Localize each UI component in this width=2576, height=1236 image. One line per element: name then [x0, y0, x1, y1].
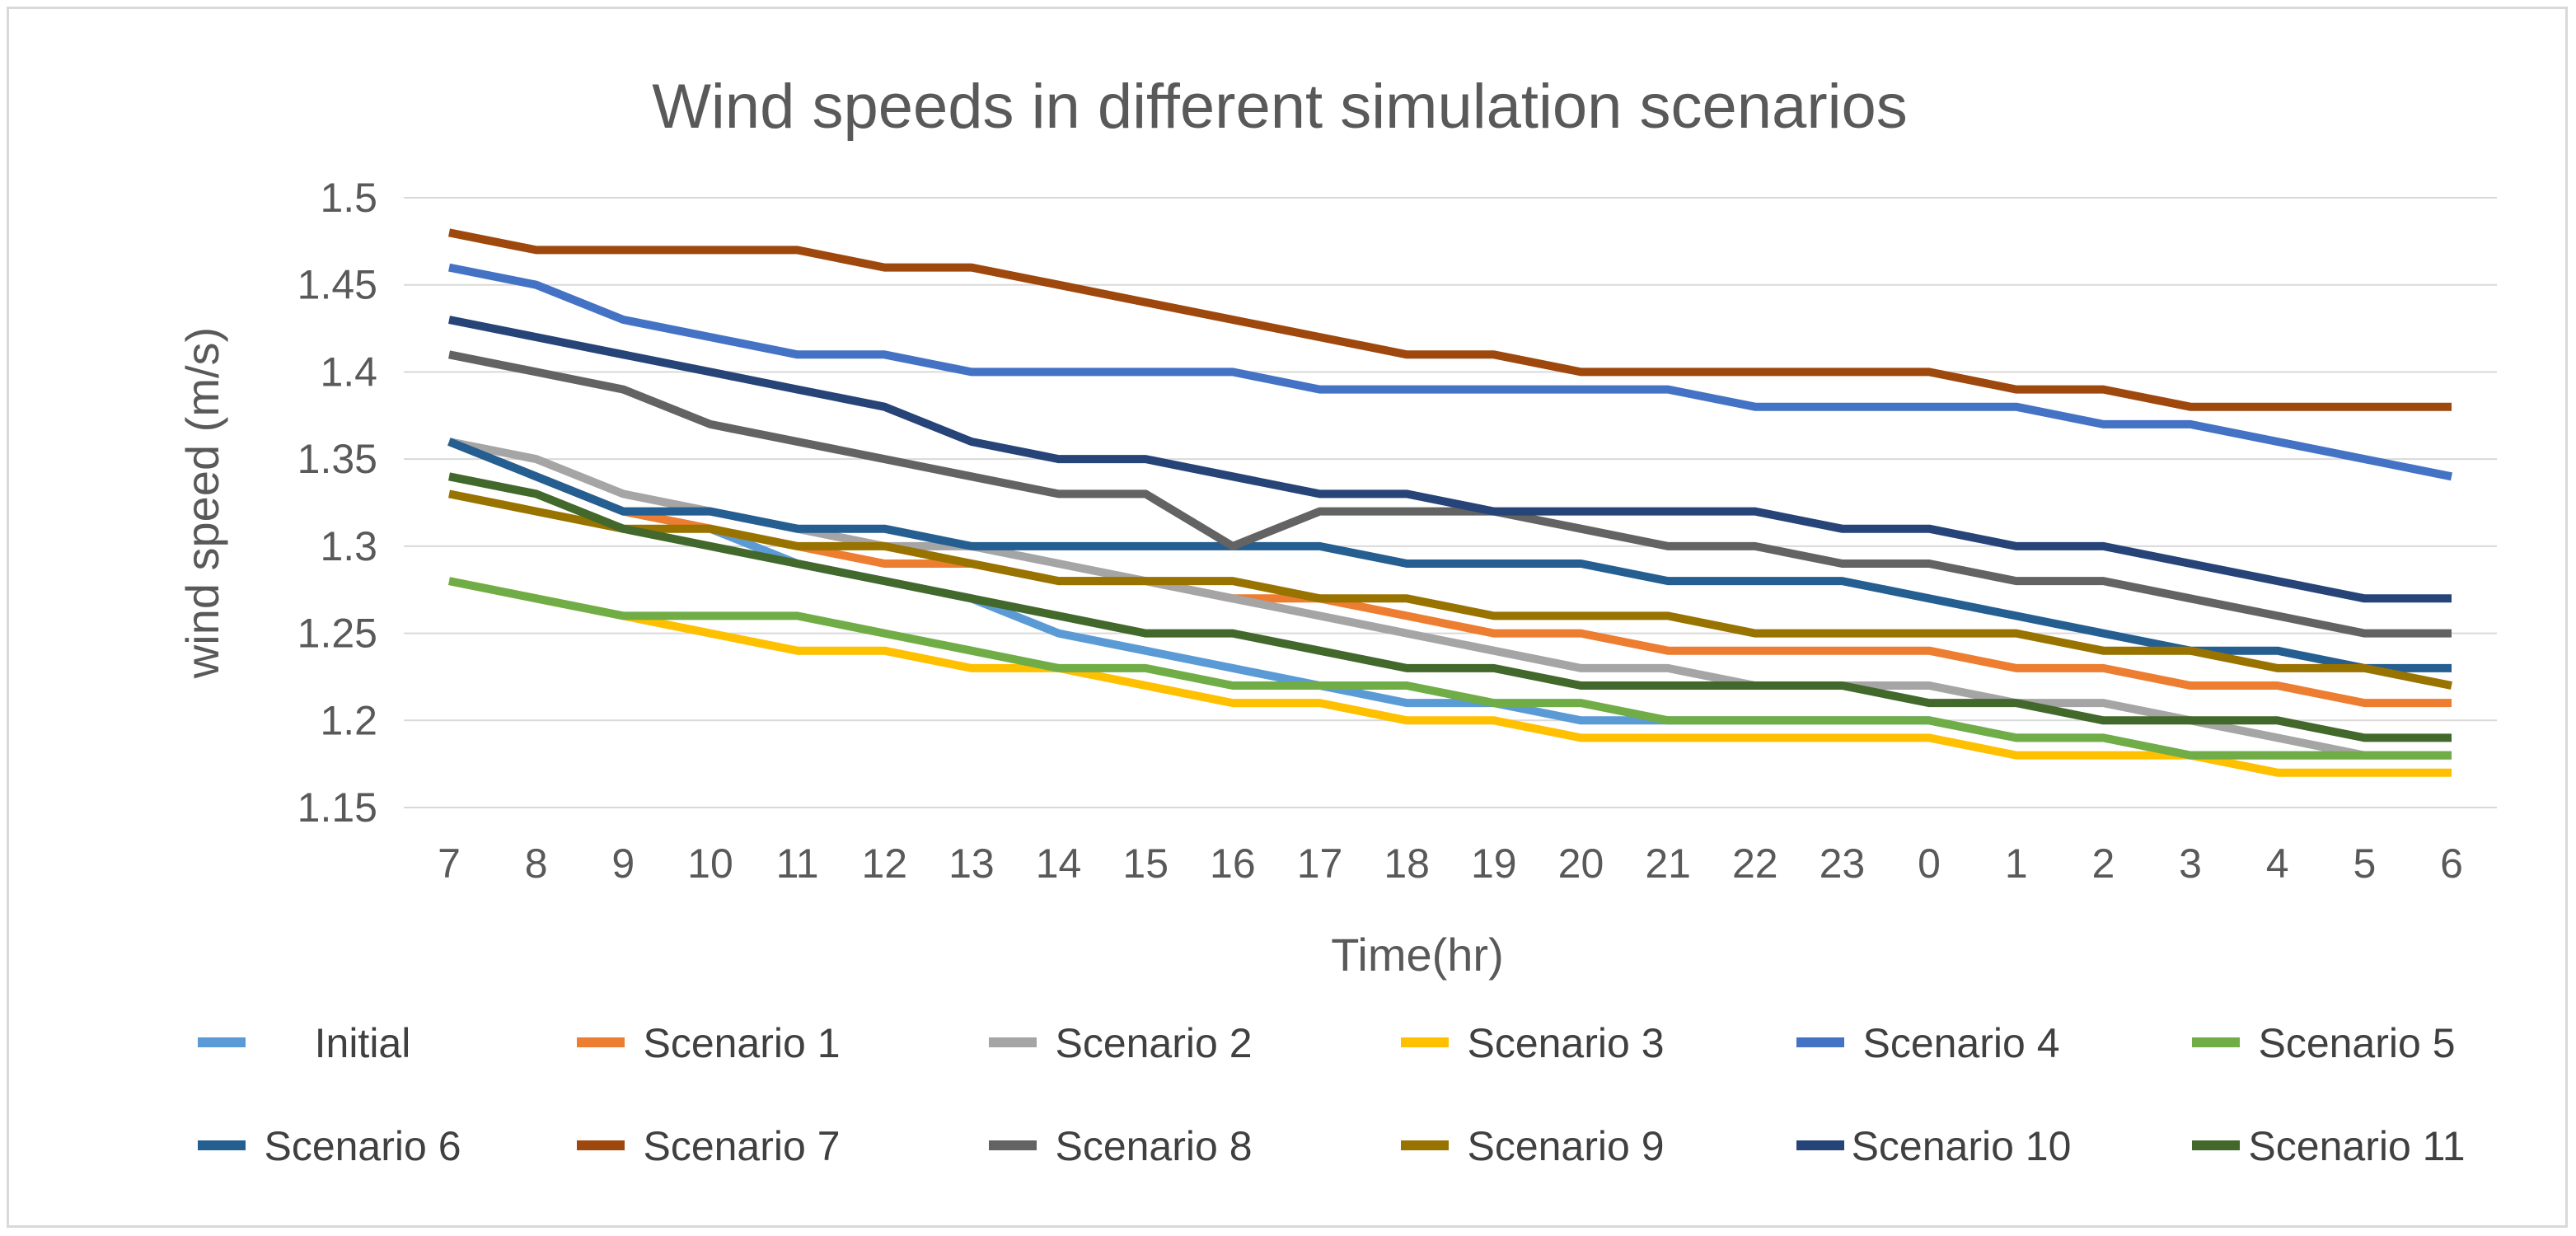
y-axis-ticks: 1.5 1.45 1.4 1.35 1.3 1.25 1.2 1.15 [297, 175, 377, 831]
x-tick-label: 0 [1918, 840, 1941, 887]
legend-label-scenario-7: Scenario 7 [643, 1123, 840, 1169]
series-line-scenario-11 [448, 472, 2452, 742]
y-tick-label: 1.35 [297, 436, 377, 482]
x-tick-label: 23 [1820, 840, 1866, 887]
x-tick-label: 10 [687, 840, 733, 887]
series-line-scenario-5 [448, 577, 2452, 760]
x-tick-label: 20 [1558, 840, 1604, 887]
x-tick-label: 21 [1645, 840, 1691, 887]
series-line-scenario-8 [448, 350, 2452, 638]
x-tick-label: 14 [1036, 840, 1082, 887]
legend-label-scenario-5: Scenario 5 [2258, 1020, 2455, 1066]
legend-label-initial: Initial [315, 1020, 411, 1066]
legend-label-scenario-11: Scenario 11 [2248, 1123, 2465, 1169]
legend-label-scenario-1: Scenario 1 [643, 1020, 840, 1066]
y-tick-label: 1.3 [320, 523, 377, 569]
legend-label-scenario-6: Scenario 6 [264, 1123, 461, 1169]
y-tick-label: 1.2 [320, 697, 377, 743]
legend-label-scenario-10: Scenario 10 [1852, 1123, 2072, 1169]
y-tick-label: 1.5 [320, 175, 377, 221]
y-tick-label: 1.45 [297, 262, 377, 308]
x-tick-label: 3 [2179, 840, 2202, 887]
x-tick-label: 4 [2266, 840, 2289, 887]
series-line-scenario-3 [448, 577, 2452, 777]
series-lines [447, 228, 2452, 777]
x-tick-label: 11 [776, 840, 819, 887]
legend: Initial Scenario 1 Scenario 2 Scenario 3 Sce… [198, 1020, 2466, 1169]
x-tick-label: 5 [2353, 840, 2376, 887]
x-axis-ticks: 7 8 9 10 11 12 13 14 15 16 17 18 19 20 21 22 23 0 1 2 3 4 5 6 [438, 840, 2463, 887]
series-line-scenario-6 [447, 438, 2452, 672]
x-tick-label: 15 [1122, 840, 1169, 887]
legend-label-scenario-3: Scenario 3 [1467, 1020, 1664, 1066]
chart-title: Wind speeds in different simulation scen… [652, 72, 1908, 142]
x-tick-label: 18 [1384, 840, 1430, 887]
x-tick-label: 22 [1732, 840, 1778, 887]
x-tick-label: 2 [2091, 840, 2115, 887]
legend-label-scenario-8: Scenario 8 [1055, 1123, 1252, 1169]
legend-label-scenario-4: Scenario 4 [1862, 1020, 2059, 1066]
series-line-scenario-4 [448, 263, 2452, 481]
x-axis-label: Time(hr) [1331, 929, 1503, 981]
y-axis-label: wind speed (m/s) [176, 327, 228, 679]
x-tick-label: 12 [861, 840, 907, 887]
x-tick-label: 1 [2005, 840, 2028, 887]
legend-label-scenario-2: Scenario 2 [1055, 1020, 1252, 1066]
series-line-scenario-7 [448, 228, 2452, 411]
series-line-scenario-1 [447, 438, 2452, 708]
series-line-scenario-10 [448, 316, 2452, 603]
x-tick-label: 6 [2440, 840, 2463, 887]
chart-frame [7, 7, 2568, 1228]
y-tick-label: 1.25 [297, 611, 377, 657]
series-line-initial [447, 438, 2452, 760]
series-line-scenario-9 [448, 489, 2452, 690]
x-tick-label: 16 [1210, 840, 1256, 887]
legend-label-scenario-9: Scenario 9 [1467, 1123, 1664, 1169]
series-line-scenario-2 [448, 438, 2452, 760]
x-tick-label: 9 [611, 840, 635, 887]
x-tick-label: 7 [438, 840, 461, 887]
x-tick-label: 19 [1471, 840, 1517, 887]
y-tick-label: 1.4 [320, 349, 377, 395]
x-tick-label: 17 [1297, 840, 1343, 887]
x-tick-label: 8 [525, 840, 548, 887]
x-tick-label: 13 [948, 840, 995, 887]
y-tick-label: 1.15 [297, 784, 377, 831]
